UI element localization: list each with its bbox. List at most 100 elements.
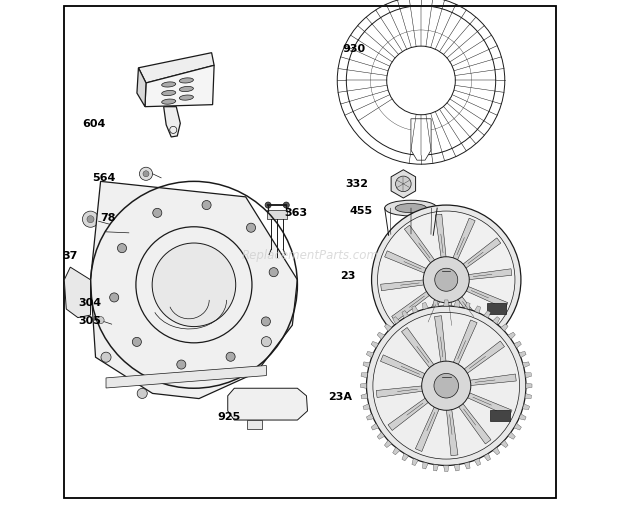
- Text: 925: 925: [218, 411, 241, 421]
- Polygon shape: [435, 215, 446, 260]
- Circle shape: [226, 352, 235, 362]
- Polygon shape: [523, 404, 529, 410]
- Polygon shape: [493, 447, 500, 455]
- Polygon shape: [411, 120, 431, 161]
- Polygon shape: [402, 453, 409, 461]
- Ellipse shape: [179, 87, 193, 92]
- Polygon shape: [412, 459, 418, 466]
- Polygon shape: [444, 300, 449, 307]
- Text: 78: 78: [100, 212, 116, 222]
- Text: 564: 564: [92, 173, 116, 183]
- Text: 305: 305: [78, 316, 101, 326]
- Polygon shape: [412, 306, 418, 314]
- Polygon shape: [377, 332, 384, 339]
- Polygon shape: [247, 420, 262, 429]
- Polygon shape: [404, 226, 436, 265]
- Polygon shape: [508, 332, 515, 339]
- Circle shape: [87, 216, 94, 223]
- Polygon shape: [422, 303, 428, 310]
- Polygon shape: [526, 383, 532, 388]
- Text: 363: 363: [285, 207, 308, 217]
- Polygon shape: [384, 324, 392, 332]
- Polygon shape: [366, 351, 374, 358]
- Polygon shape: [93, 251, 111, 272]
- FancyBboxPatch shape: [490, 411, 510, 422]
- Polygon shape: [466, 392, 512, 417]
- Polygon shape: [433, 465, 438, 471]
- Polygon shape: [464, 286, 508, 309]
- Polygon shape: [514, 342, 521, 348]
- Polygon shape: [138, 54, 214, 84]
- Polygon shape: [371, 424, 379, 430]
- Polygon shape: [402, 328, 435, 370]
- Polygon shape: [446, 300, 457, 345]
- Circle shape: [82, 212, 99, 228]
- Polygon shape: [453, 320, 477, 367]
- Polygon shape: [452, 219, 475, 262]
- Circle shape: [396, 177, 411, 192]
- Circle shape: [137, 389, 148, 398]
- Polygon shape: [454, 301, 459, 308]
- Polygon shape: [422, 462, 428, 469]
- Polygon shape: [388, 397, 430, 431]
- Ellipse shape: [162, 91, 175, 96]
- Polygon shape: [392, 447, 400, 455]
- Circle shape: [202, 201, 211, 210]
- Circle shape: [434, 374, 459, 398]
- Polygon shape: [514, 424, 521, 430]
- Circle shape: [110, 293, 119, 302]
- Polygon shape: [464, 303, 470, 310]
- Polygon shape: [376, 386, 425, 397]
- Text: 23A: 23A: [328, 391, 352, 401]
- Circle shape: [247, 224, 255, 233]
- Polygon shape: [145, 66, 214, 108]
- Ellipse shape: [162, 100, 175, 105]
- Text: ReplacementParts.com: ReplacementParts.com: [242, 248, 378, 262]
- Polygon shape: [417, 298, 440, 342]
- Polygon shape: [384, 251, 428, 274]
- Ellipse shape: [384, 201, 437, 217]
- Polygon shape: [474, 459, 480, 466]
- Polygon shape: [523, 362, 529, 368]
- Circle shape: [366, 307, 526, 466]
- Polygon shape: [519, 414, 526, 420]
- Polygon shape: [391, 170, 415, 198]
- Polygon shape: [525, 394, 531, 399]
- Polygon shape: [458, 402, 491, 444]
- Polygon shape: [363, 362, 370, 368]
- Circle shape: [177, 360, 186, 369]
- FancyBboxPatch shape: [267, 211, 287, 220]
- Circle shape: [435, 269, 458, 292]
- Ellipse shape: [179, 96, 193, 101]
- Circle shape: [373, 313, 520, 459]
- Ellipse shape: [389, 229, 433, 242]
- Polygon shape: [366, 414, 374, 420]
- Circle shape: [143, 171, 149, 177]
- Circle shape: [97, 317, 104, 324]
- Polygon shape: [384, 440, 392, 447]
- Circle shape: [269, 268, 278, 277]
- Circle shape: [378, 212, 515, 349]
- Polygon shape: [463, 341, 505, 375]
- Circle shape: [262, 317, 270, 326]
- Circle shape: [140, 168, 153, 181]
- Polygon shape: [361, 373, 368, 378]
- Polygon shape: [228, 388, 308, 420]
- Circle shape: [371, 206, 521, 355]
- Polygon shape: [525, 373, 531, 378]
- Polygon shape: [474, 306, 480, 314]
- Polygon shape: [433, 301, 438, 308]
- Polygon shape: [360, 383, 366, 388]
- Polygon shape: [381, 280, 426, 291]
- Polygon shape: [464, 462, 470, 469]
- Polygon shape: [484, 453, 490, 461]
- Polygon shape: [402, 311, 409, 318]
- Polygon shape: [164, 108, 180, 138]
- Ellipse shape: [179, 79, 193, 84]
- Circle shape: [423, 257, 469, 303]
- Polygon shape: [392, 317, 400, 324]
- Polygon shape: [363, 404, 370, 410]
- Circle shape: [422, 362, 471, 411]
- FancyBboxPatch shape: [487, 303, 506, 314]
- Polygon shape: [446, 408, 458, 456]
